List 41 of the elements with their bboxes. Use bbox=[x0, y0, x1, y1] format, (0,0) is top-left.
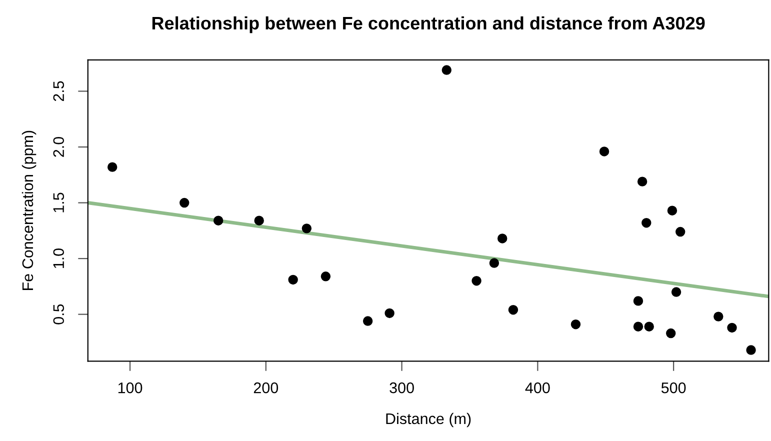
point bbox=[633, 322, 644, 332]
point bbox=[254, 216, 264, 226]
point bbox=[384, 308, 394, 318]
point bbox=[107, 162, 118, 172]
point bbox=[633, 296, 644, 306]
y-tick-label: 0.5 bbox=[53, 304, 64, 324]
point bbox=[714, 312, 724, 322]
point bbox=[180, 198, 190, 208]
point bbox=[213, 216, 224, 226]
y-axis-title: Fe Concentration (ppm) bbox=[22, 130, 36, 290]
chart-title: Relationship between Fe concentration and distance from A3029 bbox=[152, 16, 705, 34]
x-tick-label: 100 bbox=[118, 382, 142, 394]
point bbox=[508, 305, 518, 315]
y-tick-label: 2.5 bbox=[53, 81, 64, 102]
point bbox=[671, 287, 682, 297]
point bbox=[676, 226, 686, 237]
y-tick-label: 1.0 bbox=[53, 248, 64, 268]
point bbox=[644, 322, 654, 332]
point bbox=[642, 218, 652, 228]
point bbox=[727, 322, 737, 333]
point bbox=[570, 320, 581, 330]
point bbox=[472, 276, 482, 286]
y-tick-label: 1.5 bbox=[53, 192, 64, 212]
point bbox=[442, 65, 452, 75]
point bbox=[288, 274, 298, 285]
point bbox=[599, 146, 610, 156]
x-tick-label: 300 bbox=[390, 382, 414, 394]
x-tick-label: 500 bbox=[661, 382, 686, 394]
point bbox=[497, 234, 508, 244]
x-tick-label: 400 bbox=[525, 382, 550, 394]
point bbox=[489, 258, 500, 268]
point bbox=[666, 328, 676, 338]
point bbox=[320, 272, 331, 282]
point bbox=[746, 345, 756, 355]
point bbox=[637, 176, 648, 186]
point bbox=[667, 206, 678, 216]
y-tick-label: 2.0 bbox=[53, 136, 64, 157]
x-axis-title: Distance (m) bbox=[386, 412, 471, 428]
point bbox=[362, 316, 373, 326]
x-tick-label: 200 bbox=[254, 382, 278, 394]
point bbox=[302, 224, 312, 234]
